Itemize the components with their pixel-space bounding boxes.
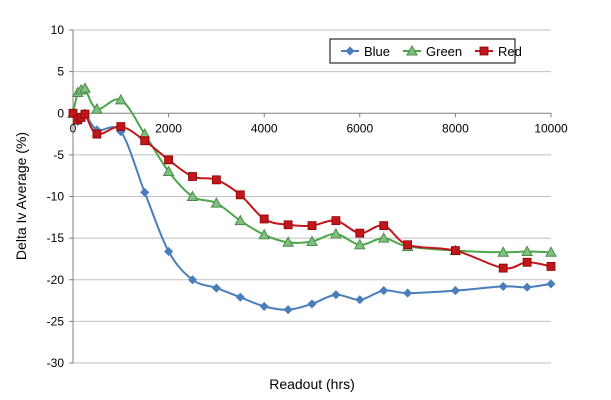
legend-marker-green [406, 44, 418, 56]
data-point-red [522, 257, 532, 267]
data-point-blue [187, 275, 198, 285]
data-point-blue [164, 246, 174, 257]
legend-label-blue: Blue [364, 44, 390, 59]
data-point-blue [307, 299, 317, 309]
legend-item-green: Green [403, 44, 462, 59]
series-line-blue [72, 111, 552, 311]
data-point-red [164, 155, 174, 165]
legend-item-red: Red [475, 44, 522, 59]
data-point-red [355, 228, 365, 238]
legend-marker-blue [345, 46, 355, 56]
data-point-red [498, 263, 508, 273]
legend-item-blue: Blue [341, 44, 390, 59]
data-point-green [210, 197, 223, 208]
data-point-green [377, 232, 390, 243]
data-point-red [307, 221, 317, 231]
series-line-red [72, 112, 552, 270]
y-tick-label: 10 [51, 23, 65, 37]
y-tick-label: -30 [47, 356, 65, 370]
data-point-blue [259, 301, 269, 311]
legend: Blue Green Red [329, 38, 522, 64]
data-point-green [91, 103, 103, 114]
data-point-green [79, 82, 91, 93]
data-point-blue [546, 279, 556, 289]
series-line-green [72, 86, 552, 254]
data-point-green [521, 245, 533, 256]
x-tick-label: 10000 [534, 121, 568, 135]
y-tick-label: -20 [47, 273, 65, 287]
data-point-green [353, 238, 366, 250]
y-tick-label: 0 [57, 106, 64, 120]
data-point-blue [283, 305, 293, 315]
x-tick-label: 2000 [155, 121, 182, 135]
tick-labels: 10 5 0 -5 -10 -15 -20 -25 -30 0 2000 4000 6000 8000 10… [47, 23, 568, 370]
data-point-red [283, 220, 293, 230]
x-tick-label: 8000 [442, 121, 469, 135]
legend-label-red: Red [498, 44, 522, 59]
data-point-green [234, 214, 247, 226]
data-point-green [114, 93, 127, 105]
series [67, 82, 557, 315]
data-point-blue [403, 288, 413, 298]
x-tick-label: 4000 [251, 121, 278, 135]
data-point-blue [140, 187, 150, 197]
data-point-blue [211, 283, 221, 293]
y-tick-label: -5 [53, 148, 64, 162]
data-point-blue [331, 290, 341, 300]
gridlines [73, 29, 551, 364]
data-point-blue [235, 292, 245, 302]
series-red [68, 108, 556, 273]
data-point-blue [379, 286, 389, 296]
data-point-red [403, 240, 413, 250]
y-axis-title: Delta Iv Average (%) [13, 132, 29, 260]
data-point-red [259, 214, 269, 224]
y-tick-label: -10 [47, 190, 65, 204]
data-point-red [92, 129, 102, 139]
y-tick-label: 5 [57, 65, 64, 79]
data-point-red [546, 262, 556, 271]
data-point-green [545, 246, 557, 257]
y-tick-label: -25 [47, 314, 65, 328]
x-tick-label: 6000 [346, 121, 373, 135]
data-point-red [331, 216, 341, 226]
legend-label-green: Green [426, 44, 462, 59]
data-point-red [211, 175, 221, 185]
x-axis-title: Readout (hrs) [269, 376, 355, 392]
data-point-red [235, 190, 245, 200]
data-point-red [80, 109, 90, 119]
data-point-green [186, 190, 199, 201]
data-point-red [188, 172, 197, 181]
data-point-red [116, 122, 126, 131]
data-point-red [450, 246, 460, 256]
data-point-green [282, 236, 294, 247]
data-point-red [140, 136, 150, 146]
y-tick-label: -15 [47, 231, 65, 245]
data-point-red [379, 221, 389, 231]
data-point-green [258, 228, 271, 240]
data-point-green [330, 227, 342, 239]
legend-marker-red [479, 46, 489, 56]
data-point-blue [355, 295, 365, 305]
x-tick-label: 0 [70, 121, 77, 135]
data-point-green [162, 165, 175, 177]
data-point-blue [498, 281, 508, 291]
data-point-blue [450, 286, 460, 296]
data-point-blue [522, 282, 532, 292]
data-point-green [306, 235, 318, 246]
data-point-green [497, 246, 510, 257]
